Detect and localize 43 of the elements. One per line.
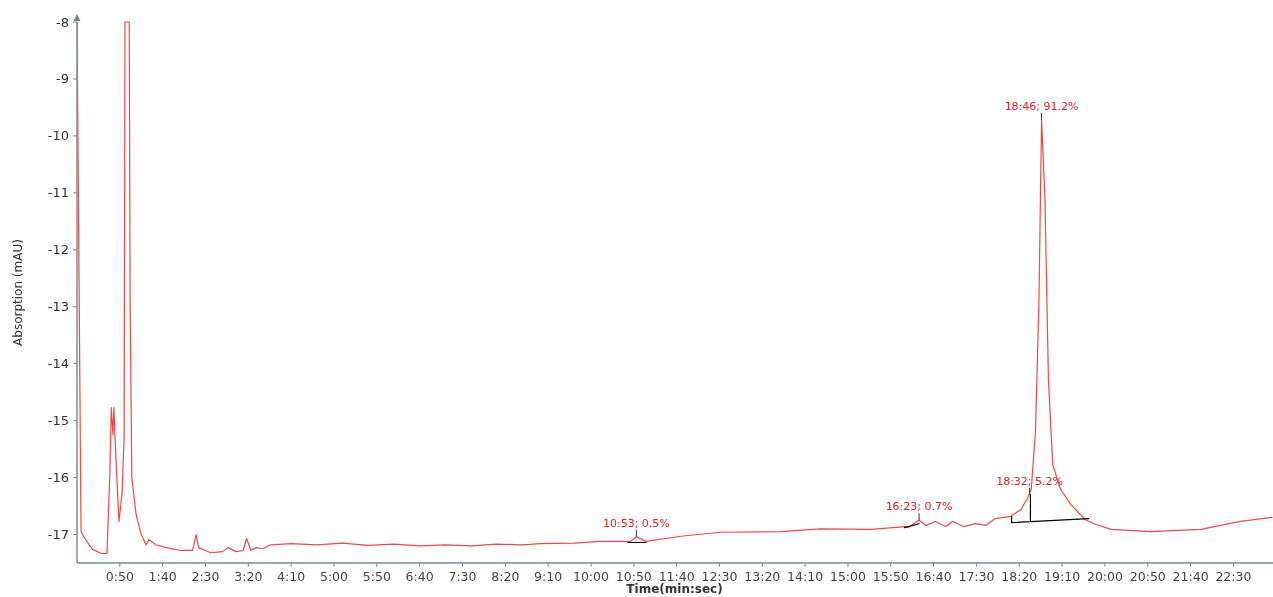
x-tick-label: 19:10 [1044, 569, 1081, 584]
annotation: 10:53; 0.5% [602, 516, 670, 530]
x-tick-label: 15:00 [829, 569, 867, 584]
y-tick-label: -11 [47, 185, 69, 201]
y-tick-label: -9 [56, 71, 69, 87]
y-axis-title: Absorption (mAU) [11, 239, 25, 346]
x-tick-label: 1:40 [148, 569, 177, 584]
x-tick-label: 17:30 [958, 569, 995, 584]
x-tick-label: 9:10 [534, 569, 563, 584]
x-tick-label: 10:50 [615, 569, 652, 584]
x-tick-label: 10:00 [572, 569, 610, 584]
x-tick-label: 14:10 [787, 569, 824, 584]
x-tick-label: 18:20 [1001, 569, 1038, 584]
y-tick-label: -8 [56, 14, 69, 30]
x-tick-label: 21:40 [1172, 569, 1209, 584]
y-tick-label: -12 [47, 242, 69, 258]
x-axis-title: Time(min:sec) [626, 582, 723, 596]
y-tick-label: -14 [47, 356, 69, 372]
x-tick-label: 7:30 [448, 569, 477, 584]
y-tick-label: -16 [47, 470, 69, 486]
x-tick-label: 6:40 [405, 569, 434, 584]
annotation: 18:46; 91.2% [1004, 99, 1079, 113]
x-tick-label: 16:40 [915, 569, 952, 584]
x-tick-label: 0:50 [105, 569, 134, 584]
x-tick-label: 12:30 [701, 569, 738, 584]
x-tick-label: 20:50 [1129, 569, 1166, 584]
annotation: 18:32; 5.2% [996, 474, 1063, 488]
x-tick-label: 5:50 [362, 569, 391, 584]
y-tick-label: -13 [47, 299, 69, 315]
y-tick-label: -15 [47, 413, 69, 429]
x-tick-label: 22:30 [1215, 569, 1252, 584]
x-tick-label: 13:20 [744, 569, 781, 584]
x-tick-label: 11:40 [658, 569, 695, 584]
x-tick-label: 3:20 [234, 569, 263, 584]
x-tick-label: 15:50 [872, 569, 909, 584]
y-tick-label: -10 [47, 128, 69, 144]
x-tick-label: 4:10 [277, 569, 306, 584]
x-tick-label: 20:00 [1086, 569, 1124, 584]
x-tick-label: 2:30 [191, 569, 220, 584]
x-tick-label: 8:20 [491, 569, 520, 584]
annotation: 16:23; 0.7% [885, 500, 953, 514]
y-tick-label: -17 [47, 527, 69, 543]
x-tick-label: 5:00 [319, 569, 349, 584]
